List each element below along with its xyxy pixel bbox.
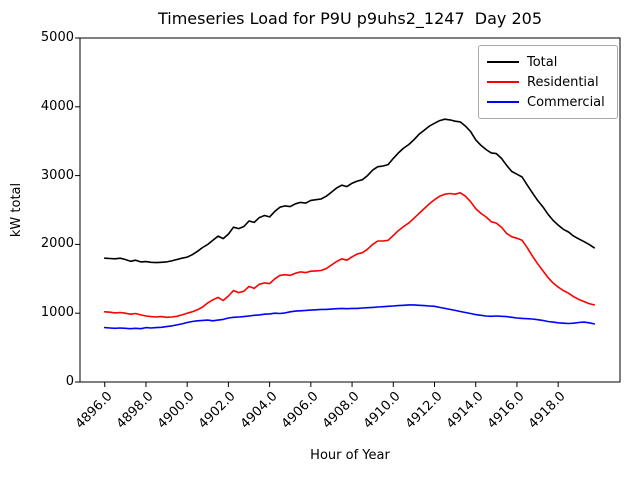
legend-label-residential: Residential	[527, 74, 599, 90]
legend-line-sample-residential	[487, 81, 519, 83]
legend-entry-total: Total	[487, 52, 609, 72]
y-axis-label: kW total	[9, 182, 24, 238]
series-line-total	[103, 118, 596, 264]
legend-entry-residential: Residential	[487, 72, 609, 92]
x-axis-label: Hour of Year	[310, 448, 390, 463]
legend-label-commercial: Commercial	[527, 94, 605, 110]
series-line-residential	[103, 192, 596, 319]
axes-frame	[79, 37, 621, 383]
legend: Total Residential Commercial	[478, 45, 618, 119]
legend-line-sample-commercial	[487, 101, 519, 103]
legend-label-total: Total	[527, 54, 558, 70]
legend-line-sample-total	[487, 61, 519, 63]
series-line-commercial	[103, 304, 596, 330]
chart-title: Timeseries Load for P9U p9uhs2_1247 Day …	[157, 9, 543, 28]
legend-entry-commercial: Commercial	[487, 92, 609, 112]
